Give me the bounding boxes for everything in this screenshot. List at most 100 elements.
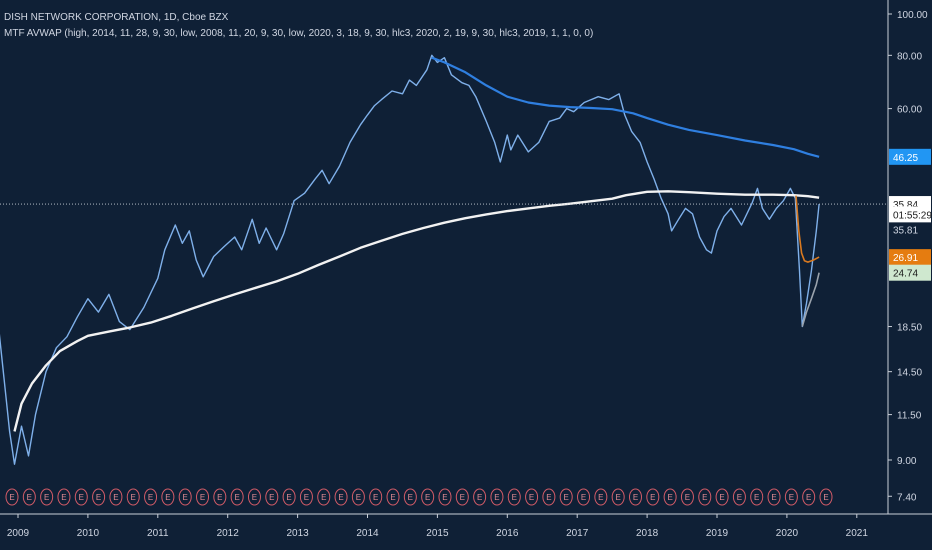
earnings-marker-label: E [546,493,551,502]
earnings-marker[interactable]: E [819,488,833,506]
earnings-marker[interactable]: E [126,488,140,506]
earnings-marker[interactable]: E [559,488,573,506]
earnings-marker[interactable]: E [161,488,175,506]
earnings-marker-label: E [529,493,534,502]
earnings-marker[interactable]: E [577,488,591,506]
y-tick-label: 100.00 [897,10,928,21]
earnings-marker[interactable]: E [92,488,106,506]
earnings-marker-label: E [234,493,239,502]
earnings-marker[interactable]: E [646,488,660,506]
earnings-marker-label: E [771,493,776,502]
earnings-marker[interactable]: E [455,488,469,506]
earnings-marker-label: E [823,493,828,502]
series-avwap_white [13,190,820,432]
earnings-marker-label: E [113,493,118,502]
earnings-marker-label: E [512,493,517,502]
earnings-marker-label: E [200,493,205,502]
earnings-marker[interactable]: E [40,488,54,506]
y-tick-label: 80.00 [897,51,922,62]
earnings-marker-label: E [304,493,309,502]
earnings-marker-label: E [425,493,430,502]
earnings-marker-label: E [615,493,620,502]
earnings-marker[interactable]: E [386,488,400,506]
price-badge: 35.81 [893,226,918,237]
earnings-marker[interactable]: E [74,488,88,506]
x-tick-label: 2018 [636,528,659,539]
earnings-marker[interactable]: E [57,488,71,506]
price-badge: 26.91 [889,249,931,266]
series-price [0,54,820,465]
earnings-marker[interactable]: E [403,488,417,506]
earnings-marker-label: E [96,493,101,502]
earnings-marker[interactable]: E [507,488,521,506]
earnings-marker-label: E [9,493,14,502]
indicator-legend[interactable]: MTF AVWAP (high, 2014, 11, 28, 9, 30, lo… [4,28,594,39]
x-axis-ticks: 2009 2010 2011 2012 2013 2014 2015 2016 2017 2018… [7,514,868,539]
earnings-marker[interactable]: E [334,488,348,506]
earnings-marker-label: E [356,493,361,502]
earnings-marker-label: E [719,493,724,502]
earnings-marker[interactable]: E [490,488,504,506]
earnings-marker[interactable]: E [317,488,331,506]
earnings-marker[interactable]: E [680,488,694,506]
earnings-marker[interactable]: E [611,488,625,506]
earnings-marker[interactable]: E [369,488,383,506]
earnings-marker[interactable]: E [732,488,746,506]
earnings-marker-label: E [581,493,586,502]
earnings-marker[interactable]: E [438,488,452,506]
y-tick-label: 60.00 [897,105,922,116]
x-tick-label: 2012 [217,528,240,539]
earnings-marker[interactable]: E [247,488,261,506]
earnings-marker[interactable]: E [542,488,556,506]
series-avwap_orange [795,195,820,263]
earnings-marker[interactable]: E [109,488,123,506]
earnings-marker[interactable]: E [767,488,781,506]
y-tick-label: 11.50 [897,411,922,422]
earnings-marker-label: E [61,493,66,502]
earnings-marker[interactable]: E [750,488,764,506]
earnings-marker[interactable]: E [265,488,279,506]
x-tick-label: 2019 [706,528,729,539]
earnings-marker[interactable]: E [22,488,36,506]
earnings-marker[interactable]: E [802,488,816,506]
earnings-marker[interactable]: E [178,488,192,506]
earnings-marker-label: E [633,493,638,502]
series-avwap_blue [431,56,820,158]
series-avwap_gray [801,272,820,327]
earnings-marker[interactable]: E [628,488,642,506]
earnings-marker[interactable]: E [473,488,487,506]
x-tick-label: 2013 [286,528,309,539]
earnings-marker-label: E [338,493,343,502]
price-badge-label: 35.81 [893,226,918,237]
earnings-marker[interactable]: E [213,488,227,506]
price-badge: 46.25 [889,148,931,165]
earnings-marker[interactable]: E [196,488,210,506]
earnings-marker[interactable]: E [299,488,313,506]
earnings-marker[interactable]: E [525,488,539,506]
earnings-marker[interactable]: E [144,488,158,506]
earnings-marker[interactable]: E [698,488,712,506]
earnings-marker[interactable]: E [5,488,19,506]
earnings-marker[interactable]: E [784,488,798,506]
earnings-marker[interactable]: E [421,488,435,506]
y-tick-label: 9.00 [897,456,917,467]
earnings-marker[interactable]: E [230,488,244,506]
series-layer [0,54,888,465]
y-tick-label: 14.50 [897,368,922,379]
earnings-marker-label: E [564,493,569,502]
earnings-marker-label: E [286,493,291,502]
earnings-marker-label: E [252,493,257,502]
earnings-marker-label: E [148,493,153,502]
earnings-marker[interactable]: E [282,488,296,506]
earnings-marker[interactable]: E [594,488,608,506]
x-tick-label: 2015 [426,528,449,539]
earnings-marker[interactable]: E [663,488,677,506]
earnings-marker[interactable]: E [715,488,729,506]
earnings-marker-label: E [44,493,49,502]
earnings-marker[interactable]: E [351,488,365,506]
earnings-marker-label: E [217,493,222,502]
earnings-marker-label: E [702,493,707,502]
y-tick-label: 7.40 [897,492,917,503]
